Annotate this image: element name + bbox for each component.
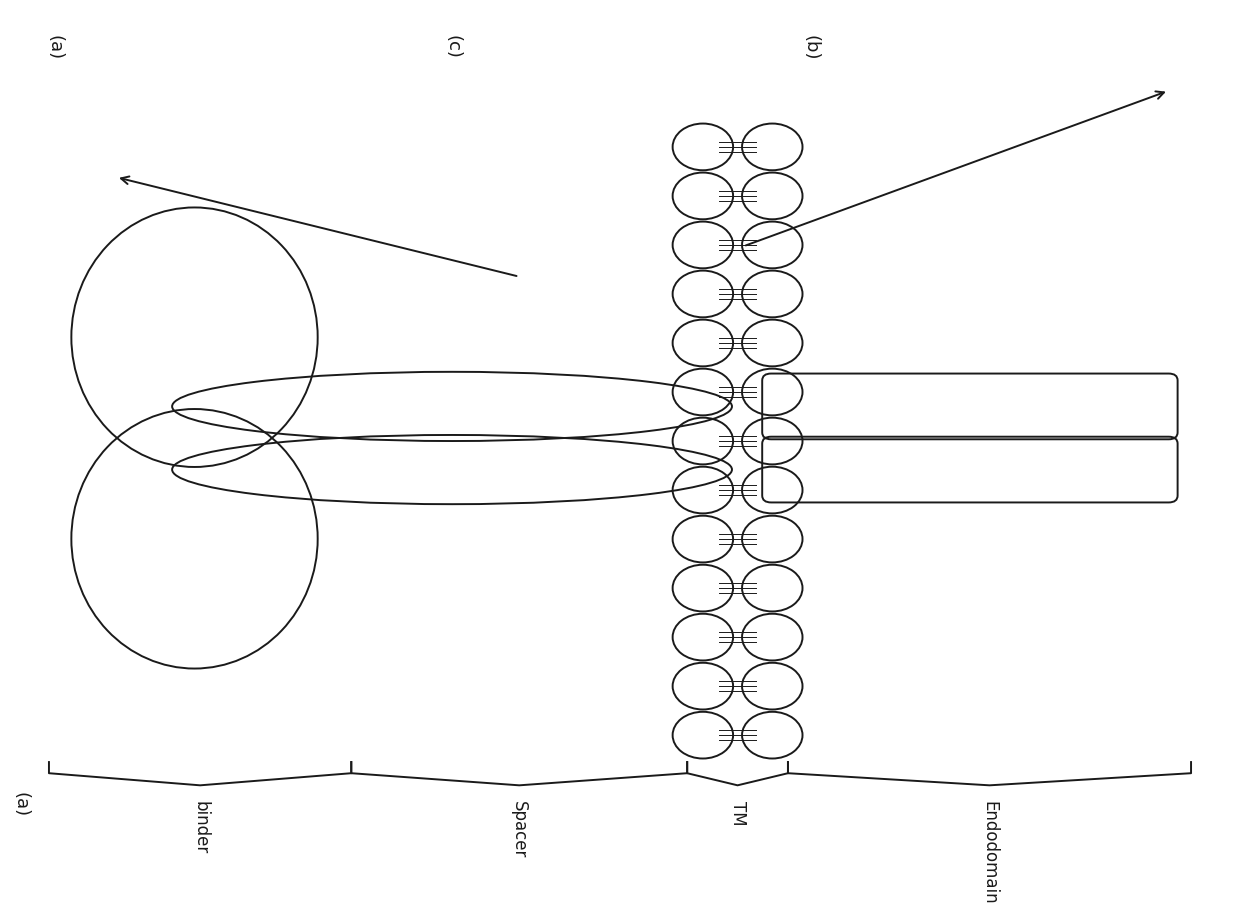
- Text: binder: binder: [191, 801, 210, 854]
- Text: (c): (c): [443, 36, 461, 59]
- Text: Spacer: Spacer: [510, 801, 528, 858]
- Text: TM: TM: [729, 801, 746, 825]
- Text: (b): (b): [801, 35, 820, 60]
- Text: (a): (a): [12, 792, 30, 817]
- Text: (a): (a): [46, 35, 63, 60]
- Text: Endodomain: Endodomain: [981, 801, 998, 904]
